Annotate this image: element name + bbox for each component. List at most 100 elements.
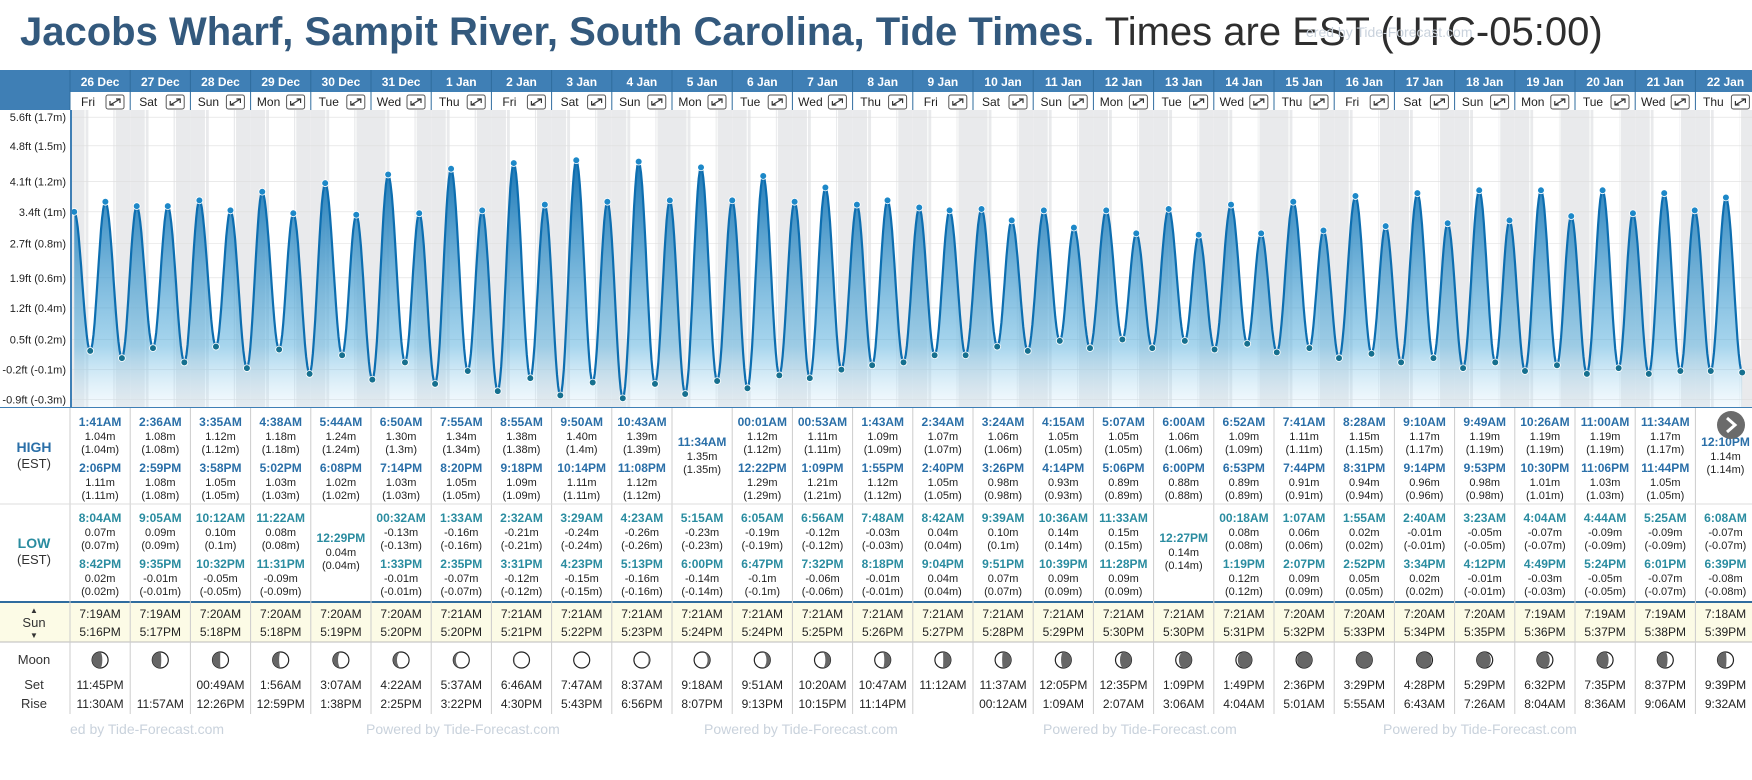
chevron-right-icon[interactable] <box>1717 411 1745 439</box>
expand-icon-arrows[interactable] <box>1674 98 1686 106</box>
expand-icon[interactable] <box>1309 94 1329 110</box>
low-tide-time: 12:29PM <box>317 531 366 545</box>
low-tide-height-alt: (0.06m) <box>1285 540 1323 552</box>
expand-icon[interactable] <box>888 94 908 110</box>
expand-icon[interactable] <box>1730 94 1750 110</box>
high-tide-height-alt: (1.19m) <box>1526 444 1564 456</box>
expand-icon[interactable] <box>827 94 847 110</box>
high-tide-time: 9:14PM <box>1403 461 1445 475</box>
moonrise-time: 1:09AM <box>1043 697 1084 711</box>
y-tick-label: 3.4ft (1m) <box>19 207 66 219</box>
expand-icon-arrows[interactable] <box>1734 98 1747 106</box>
expand-icon-arrows[interactable] <box>169 98 181 106</box>
high-tide-time: 1:09PM <box>801 461 843 475</box>
expand-icon-arrows[interactable] <box>1072 98 1084 106</box>
expand-icon[interactable] <box>165 94 185 110</box>
expand-icon-arrows[interactable] <box>1132 98 1145 106</box>
sunset-time: 5:34PM <box>1404 625 1445 639</box>
high-tide-time: 11:34AM <box>1641 415 1690 429</box>
expand-icon[interactable] <box>225 94 245 110</box>
expand-icon-arrows[interactable] <box>1373 98 1385 106</box>
expand-icon[interactable] <box>286 94 306 110</box>
moon-phase-icon <box>151 651 169 669</box>
expand-icon-arrows[interactable] <box>109 98 121 106</box>
expand-icon[interactable] <box>1550 94 1570 110</box>
expand-icon-arrows[interactable] <box>290 98 302 106</box>
high-tide-height-alt: (1.08m) <box>141 490 179 502</box>
y-tick-label: 0.5ft (0.2m) <box>10 334 66 346</box>
expand-icon[interactable] <box>1490 94 1510 110</box>
expand-icon-arrows[interactable] <box>590 98 603 106</box>
expand-icon[interactable] <box>1128 94 1148 110</box>
expand-icon-arrows[interactable] <box>1614 98 1626 106</box>
high-tide-point <box>1690 206 1699 215</box>
day-date-label: 19 Jan <box>1526 75 1563 89</box>
expand-icon-arrows[interactable] <box>410 98 422 106</box>
expand-icon[interactable] <box>406 94 426 110</box>
next-days-button[interactable] <box>1717 411 1745 439</box>
low-tide-time: 6:56AM <box>801 511 844 525</box>
expand-icon-arrows[interactable] <box>651 98 663 106</box>
moonrise-time: 7:26AM <box>1464 697 1505 711</box>
day-weekday-label: Sun <box>198 95 219 109</box>
tide-line <box>73 157 1744 402</box>
expand-icon-arrows[interactable] <box>530 98 543 106</box>
high-tide-time: 11:34AM <box>678 435 727 449</box>
high-tide-height-alt: (1.04m) <box>81 444 119 456</box>
low-tide-point <box>243 364 251 372</box>
expand-icon-arrows[interactable] <box>1313 98 1325 106</box>
high-tide-height: 1.38m <box>506 431 537 443</box>
y-axis-background <box>0 110 70 408</box>
day-weekday-label: Mon <box>1521 95 1544 109</box>
expand-icon[interactable] <box>526 94 546 110</box>
expand-icon-arrows[interactable] <box>229 98 241 106</box>
expand-icon-arrows[interactable] <box>470 98 482 106</box>
expand-icon[interactable] <box>466 94 486 110</box>
expand-icon-arrows[interactable] <box>350 98 362 106</box>
expand-icon[interactable] <box>1008 94 1028 110</box>
expand-icon[interactable] <box>1189 94 1209 110</box>
high-tide-time: 11:06PM <box>1581 461 1629 475</box>
sunrise-time: 7:21AM <box>501 607 542 621</box>
expand-icon-arrows[interactable] <box>1192 98 1205 106</box>
expand-icon-arrows[interactable] <box>831 98 844 106</box>
expand-icon[interactable] <box>587 94 607 110</box>
expand-icon-arrows[interactable] <box>1554 98 1566 106</box>
expand-icon-arrows[interactable] <box>1433 98 1446 106</box>
high-tide-point <box>289 209 298 218</box>
chevron-right-glyph[interactable] <box>1726 416 1738 434</box>
moon-phase-icon <box>512 651 531 669</box>
y-tick-label: 5.6ft (1.7m) <box>10 112 66 124</box>
low-tide-height-alt: (0.02m) <box>81 586 119 598</box>
low-tide-point <box>1429 354 1438 362</box>
expand-icon[interactable] <box>105 94 125 110</box>
expand-icon[interactable] <box>1249 94 1269 110</box>
high-tide-time: 2:36AM <box>139 415 182 429</box>
expand-icon[interactable] <box>707 94 727 110</box>
low-tide-time: 3:23AM <box>1463 511 1506 525</box>
expand-icon[interactable] <box>647 94 667 110</box>
expand-icon-arrows[interactable] <box>1253 98 1265 106</box>
expand-icon[interactable] <box>1068 94 1088 110</box>
expand-icon-arrows[interactable] <box>891 98 904 106</box>
page-title: Jacobs Wharf, Sampit River, South Caroli… <box>20 10 1603 55</box>
low-tide-point <box>1148 344 1157 352</box>
expand-icon[interactable] <box>948 94 968 110</box>
expand-icon-arrows[interactable] <box>1012 98 1024 106</box>
expand-icon[interactable] <box>1670 94 1690 110</box>
low-tide-height: -0.01m <box>866 573 900 585</box>
expand-icon[interactable] <box>1610 94 1630 110</box>
expand-icon[interactable] <box>767 94 787 110</box>
expand-icon-arrows[interactable] <box>952 98 964 106</box>
high-tide-point <box>1319 226 1328 235</box>
low-tide-height-alt: (0.04m) <box>924 586 962 598</box>
expand-icon[interactable] <box>1369 94 1389 110</box>
expand-icon-arrows[interactable] <box>1493 98 1506 106</box>
expand-icon-arrows[interactable] <box>711 98 723 106</box>
expand-icon-arrows[interactable] <box>771 98 783 106</box>
high-tide-height: 1.03m <box>265 477 296 489</box>
expand-icon[interactable] <box>1429 94 1449 110</box>
expand-icon[interactable] <box>346 94 366 110</box>
low-tide-height: -0.16m <box>444 527 478 539</box>
sunset-time: 5:20PM <box>441 625 482 639</box>
